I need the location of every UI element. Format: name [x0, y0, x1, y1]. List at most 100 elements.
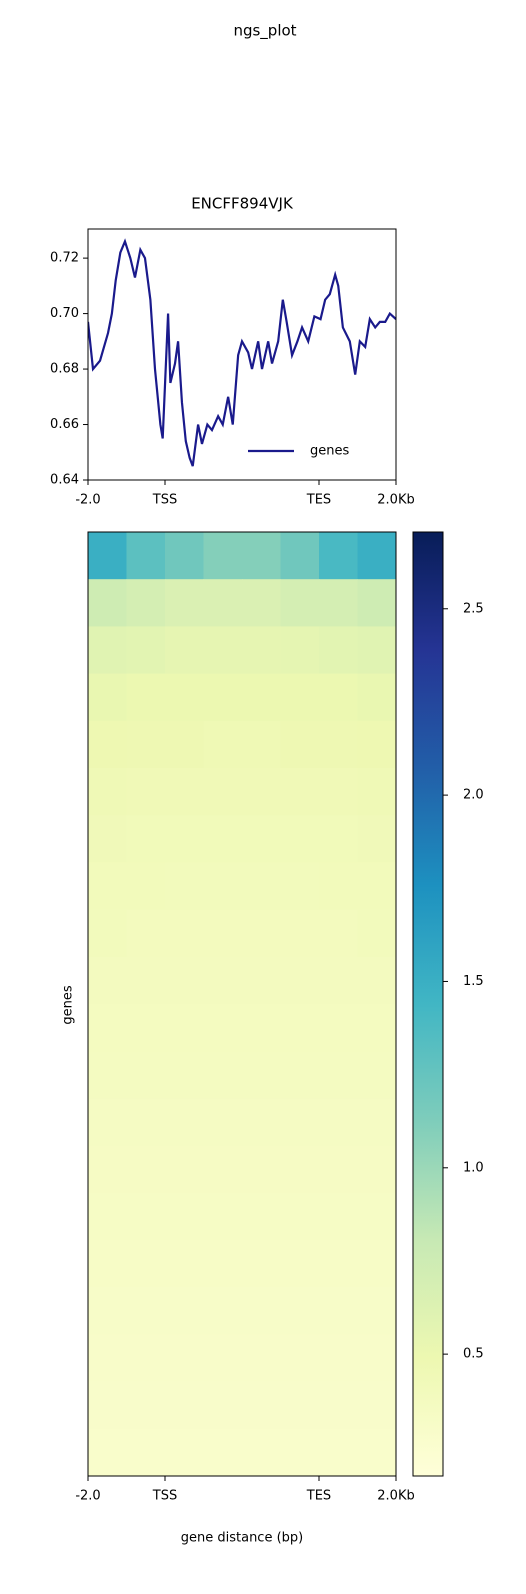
x-axis-label: gene distance (bp) — [181, 1531, 303, 1546]
heatmap-cell — [357, 956, 397, 1005]
heatmap-cell — [357, 1004, 397, 1052]
heatmap-cell — [357, 532, 397, 580]
heatmap-cell — [280, 1240, 320, 1288]
colorbar-tick-label: 1.5 — [463, 974, 484, 989]
heatmap-cell — [126, 1004, 166, 1052]
heatmap-cell — [280, 1428, 320, 1477]
colorbar-tick-label: 0.5 — [463, 1347, 484, 1362]
heatmap-cell — [357, 768, 397, 816]
heatmap-cell — [242, 1287, 281, 1335]
heatmap-cell — [203, 1051, 243, 1099]
y-tick-label: 0.66 — [50, 417, 79, 432]
heatmap-cell — [242, 1145, 281, 1194]
heatmap-cell — [280, 532, 320, 580]
heatmap-cell — [203, 956, 243, 1005]
heatmap-cell — [165, 1381, 204, 1430]
heatmap-cell — [357, 673, 397, 722]
heatmap-cell — [203, 815, 243, 863]
heatmap-cell — [165, 1334, 204, 1383]
colorbar-tick-label: 1.0 — [463, 1160, 484, 1175]
heatmap-cell — [280, 673, 320, 722]
heatmap-cell — [126, 579, 166, 627]
heatmap-cell — [165, 1145, 204, 1194]
heatmap-cell — [88, 1334, 127, 1383]
line-series — [88, 238, 396, 467]
heatmap-cell — [242, 1334, 281, 1383]
heatmap-cell — [165, 1287, 204, 1335]
x-tick-label: 2.0Kb — [377, 493, 414, 508]
heatmap-cell — [88, 1428, 127, 1477]
heatmap-cell — [203, 532, 243, 580]
heatmap-cell — [357, 815, 397, 863]
heatmap-cell — [88, 1098, 127, 1147]
heatmap-cell — [203, 720, 243, 769]
heatmap-cell — [88, 815, 127, 863]
heatmap-cell — [165, 956, 204, 1005]
x-tick-label: -2.0 — [75, 1489, 100, 1504]
heatmap-cell — [88, 768, 127, 816]
heatmap-cell — [203, 1381, 243, 1430]
y-tick-label: 0.68 — [50, 362, 79, 377]
heatmap-cell — [357, 626, 397, 675]
heatmap-cell — [242, 768, 281, 816]
heatmap-cell — [319, 1145, 358, 1194]
heatmap-cell — [280, 768, 320, 816]
heatmap-cell — [319, 909, 358, 958]
colorbar — [412, 531, 444, 1477]
heatmap-cell — [242, 1051, 281, 1099]
heatmap-cell — [126, 1334, 166, 1383]
heatmap-cell — [88, 720, 127, 769]
heatmap-cell — [319, 1004, 358, 1052]
heatmap-cell — [242, 1240, 281, 1288]
heatmap-cell — [280, 1098, 320, 1147]
heatmap-cell — [242, 1098, 281, 1147]
heatmap-cell — [280, 1192, 320, 1241]
heatmap-cell — [242, 815, 281, 863]
heatmap-cell — [319, 1381, 358, 1430]
heatmap-cell — [242, 626, 281, 675]
heatmap-cell — [203, 1192, 243, 1241]
heatmap-cell — [165, 768, 204, 816]
heatmap-cell — [203, 768, 243, 816]
heatmap-cell — [357, 1381, 397, 1430]
heatmap-cell — [165, 815, 204, 863]
heatmap-cell — [203, 626, 243, 675]
heatmap-cell — [165, 579, 204, 627]
heatmap-cell — [319, 1192, 358, 1241]
heatmap-cell — [242, 1192, 281, 1241]
heatmap-cell — [88, 956, 127, 1005]
heatmap-cell — [126, 768, 166, 816]
heatmap-cell — [203, 1145, 243, 1194]
heatmap-cell — [126, 1240, 166, 1288]
heatmap-cell — [242, 579, 281, 627]
heatmap-cell — [319, 1240, 358, 1288]
heatmap-cell — [165, 673, 204, 722]
heatmap-cell — [165, 862, 204, 911]
heatmap-cell — [165, 1192, 204, 1241]
x-tick-label: -2.0 — [75, 493, 100, 508]
heatmap-cell — [357, 1145, 397, 1194]
y-axis-label: genes — [61, 985, 76, 1024]
heatmap-cell — [203, 1334, 243, 1383]
heatmap-cell — [357, 862, 397, 911]
heatmap-cell — [88, 1287, 127, 1335]
heatmap-cell — [203, 909, 243, 958]
profile-title: ENCFF894VJK — [191, 195, 294, 213]
x-tick-label: TES — [306, 493, 331, 508]
heatmap-cell — [319, 768, 358, 816]
heatmap-cell — [126, 862, 166, 911]
heatmap-cell — [88, 1145, 127, 1194]
heatmap-cell — [319, 1098, 358, 1147]
heatmap-cell — [126, 1098, 166, 1147]
heatmap-cell — [126, 1145, 166, 1194]
y-tick-label: 0.64 — [50, 473, 79, 488]
heatmap-cell — [319, 815, 358, 863]
plot-frame — [87, 228, 397, 481]
heatmap-cell — [165, 1098, 204, 1147]
heatmap-cell — [357, 1428, 397, 1477]
heatmap-cell — [88, 532, 127, 580]
heatmap-cell — [203, 579, 243, 627]
heatmap-cell — [126, 1051, 166, 1099]
heatmap-cell — [203, 1428, 243, 1477]
